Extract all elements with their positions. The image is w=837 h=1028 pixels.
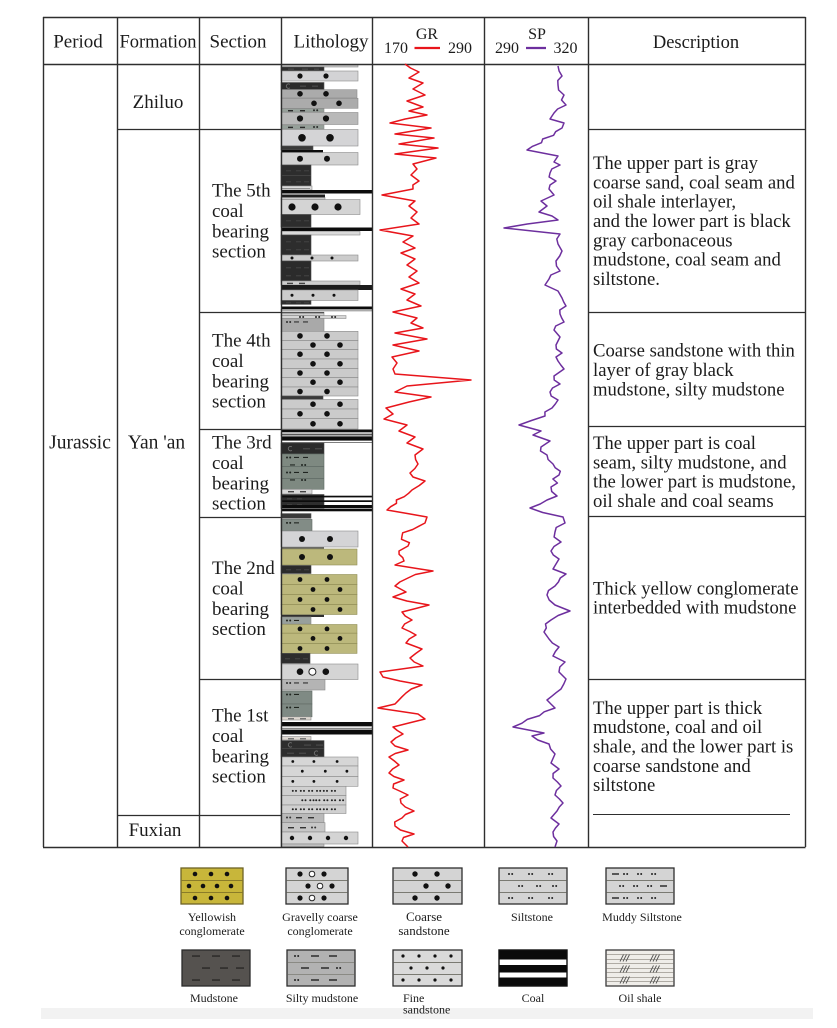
svg-text:mudstone, coal and oil: mudstone, coal and oil [593,717,762,738]
svg-text:mudstone, silty mudstone: mudstone, silty mudstone [593,379,785,400]
svg-text:section: section [212,767,266,788]
svg-text:Section: Section [210,32,267,53]
svg-text:Lithology: Lithology [294,32,369,53]
svg-text:coal: coal [212,453,244,474]
svg-text:Coarse sandstone with thin: Coarse sandstone with thin [593,341,796,362]
svg-text:Formation: Formation [119,33,196,53]
svg-text:Zhiluo: Zhiluo [133,92,184,113]
svg-text:The upper part is thick: The upper part is thick [593,698,763,719]
svg-text:The 1st: The 1st [212,706,269,727]
svg-text:coal: coal [212,726,244,747]
svg-text:and the lower part is black: and the lower part is black [593,211,791,232]
svg-text:coarse sandstone and: coarse sandstone and [593,756,751,777]
svg-text:Coal: Coal [522,991,545,1005]
svg-text:mudstone, coal seam and: mudstone, coal seam and [593,250,782,271]
svg-text:Mudstone: Mudstone [190,991,238,1005]
svg-text:coarse sand, coal seam and: coarse sand, coal seam and [593,172,795,193]
svg-text:bearing: bearing [212,473,269,494]
svg-text:section: section [212,619,266,640]
svg-text:Jurassic: Jurassic [49,433,111,454]
svg-text:oil shale interlayer,: oil shale interlayer, [593,192,736,213]
svg-text:Description: Description [653,33,739,53]
svg-text:coal: coal [212,578,244,599]
svg-text:bearing: bearing [212,599,269,620]
svg-text:conglomerate: conglomerate [287,924,352,938]
svg-text:section: section [212,392,266,413]
svg-text:Fuxian: Fuxian [129,820,182,841]
svg-text:Coarse: Coarse [406,909,442,924]
svg-text:sandstone: sandstone [398,923,450,938]
svg-text:the lower part is mudstone,: the lower part is mudstone, [593,472,796,493]
svg-text:170: 170 [384,40,408,57]
svg-text:The 4th: The 4th [212,331,271,352]
svg-text:Gravelly coarse: Gravelly coarse [282,910,358,924]
svg-text:Period: Period [53,32,103,53]
svg-text:The 3rd: The 3rd [212,433,272,454]
svg-text:The upper part is gray: The upper part is gray [593,153,759,174]
svg-text:Yellowish: Yellowish [188,910,236,924]
svg-text:coal: coal [212,351,244,372]
svg-text:interbedded with mudstone: interbedded with mudstone [593,598,796,619]
svg-text:oil shale and coal seams: oil shale and coal seams [593,491,774,512]
svg-text:The upper part is coal: The upper part is coal [593,433,756,454]
svg-text:layer of gray black: layer of gray black [593,360,734,381]
svg-text:Silty mudstone: Silty mudstone [286,991,358,1005]
svg-text:320: 320 [554,40,578,57]
svg-text:sandstone: sandstone [403,1003,450,1017]
svg-text:Fine: Fine [403,991,424,1005]
svg-text:GR: GR [416,26,439,43]
svg-text:coal: coal [212,201,244,222]
svg-text:section: section [212,242,266,263]
svg-text:siltstone.: siltstone. [593,269,660,290]
svg-text:bearing: bearing [212,371,269,392]
svg-text:SP: SP [528,26,546,43]
svg-text:shale, and the lower part is: shale, and the lower part is [593,737,793,758]
svg-text:The 5th: The 5th [212,181,271,202]
svg-text:seam, silty mudstone, and: seam, silty mudstone, and [593,452,787,473]
svg-text:conglomerate: conglomerate [179,924,244,938]
svg-text:Yan 'an: Yan 'an [128,433,186,454]
svg-text:gray carbonaceous: gray carbonaceous [593,230,733,251]
svg-text:bearing: bearing [212,221,269,242]
svg-text:Thick yellow conglomerate: Thick yellow conglomerate [593,578,799,599]
svg-text:section: section [212,494,266,515]
svg-text:Muddy Siltstone: Muddy Siltstone [602,910,682,924]
svg-text:Oil shale: Oil shale [619,991,662,1005]
svg-text:290: 290 [448,40,472,57]
svg-text:290: 290 [495,40,519,57]
svg-text:Siltstone: Siltstone [511,910,553,924]
svg-text:The 2nd: The 2nd [212,558,275,579]
svg-text:siltstone: siltstone [593,775,655,796]
svg-text:bearing: bearing [212,746,269,767]
